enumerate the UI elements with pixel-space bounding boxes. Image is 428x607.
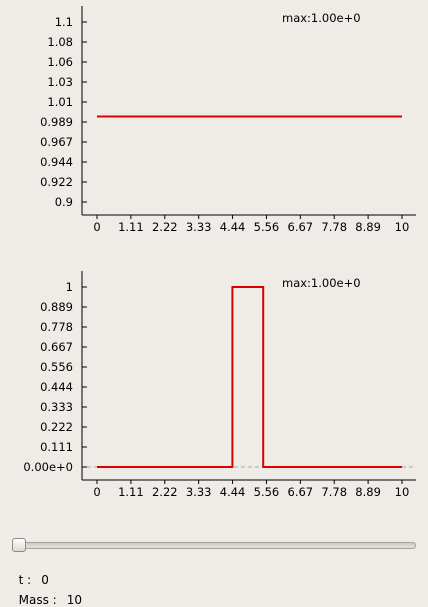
- y-tick-label: 0.967: [40, 135, 73, 149]
- x-tick-label: 0: [93, 220, 100, 234]
- x-tick-label: 1.11: [118, 220, 144, 234]
- y-tick-label: 0.9: [55, 195, 73, 209]
- y-tick-label: 1.08: [47, 35, 73, 49]
- x-tick-label: 4.44: [220, 485, 246, 499]
- x-tick-label: 4.44: [220, 220, 246, 234]
- x-tick-label: 8.89: [355, 485, 381, 499]
- x-tick-label: 5.56: [254, 485, 280, 499]
- x-tick-label: 2.22: [152, 220, 178, 234]
- y-tick-label: 1: [66, 280, 73, 294]
- x-tick-label: 7.78: [321, 220, 347, 234]
- y-tick-label: 0.989: [40, 115, 73, 129]
- y-tick-label: 1.1: [55, 15, 73, 29]
- y-tick-label: 0.922: [40, 175, 73, 189]
- y-tick-label: 0.667: [40, 340, 73, 354]
- x-tick-label: 10: [395, 220, 410, 234]
- x-tick-label: 7.78: [321, 485, 347, 499]
- series-line: [97, 286, 402, 468]
- x-tick-label: 6.67: [288, 485, 314, 499]
- x-tick-label: 1.11: [118, 485, 144, 499]
- max-annotation: max:1.00e+0: [282, 11, 361, 25]
- mass-label: Mass :: [18, 593, 57, 607]
- mass-value: 10: [66, 593, 82, 607]
- y-tick-label: 0.556: [40, 360, 73, 374]
- time-value: 0: [41, 573, 49, 587]
- time-label: t :: [18, 573, 32, 587]
- y-tick-label: 0.111: [40, 440, 73, 454]
- y-tick-label: 1.03: [47, 75, 73, 89]
- x-tick-label: 3.33: [186, 220, 212, 234]
- x-tick-label: 6.67: [288, 220, 314, 234]
- x-tick-label: 8.89: [355, 220, 381, 234]
- max-annotation: max:1.00e+0: [282, 276, 361, 290]
- y-tick-label: 0.333: [40, 400, 73, 414]
- top-plot: 0.9 0.922 0.944 0.967 0.989 1.01 1.03 1.06 1.08 1…: [40, 6, 416, 234]
- slider-track[interactable]: [12, 542, 416, 549]
- y-tick-label: 0.889: [40, 300, 73, 314]
- x-tick-label: 10: [395, 485, 410, 499]
- y-tick-label: 1.01: [47, 95, 73, 109]
- y-tick-label: 0.222: [40, 420, 73, 434]
- y-tick-label: 0.444: [40, 380, 73, 394]
- time-readout: t : 0: [11, 559, 49, 587]
- x-tick-label: 5.56: [254, 220, 280, 234]
- y-tick-label: 0.00e+0: [23, 460, 73, 474]
- slider-handle[interactable]: [12, 538, 26, 552]
- mass-readout: Mass : 10: [11, 579, 82, 607]
- y-tick-label: 0.944: [40, 155, 73, 169]
- time-slider[interactable]: [12, 538, 416, 552]
- y-tick-label: 0.778: [40, 320, 73, 334]
- y-tick-label: 1.06: [47, 55, 73, 69]
- x-tick-label: 3.33: [186, 485, 212, 499]
- x-tick-label: 2.22: [152, 485, 178, 499]
- bottom-plot: 0.00e+0 0.111 0.222 0.333 0.444 0.556 0.667 0.7…: [23, 271, 416, 499]
- x-tick-label: 0: [93, 485, 100, 499]
